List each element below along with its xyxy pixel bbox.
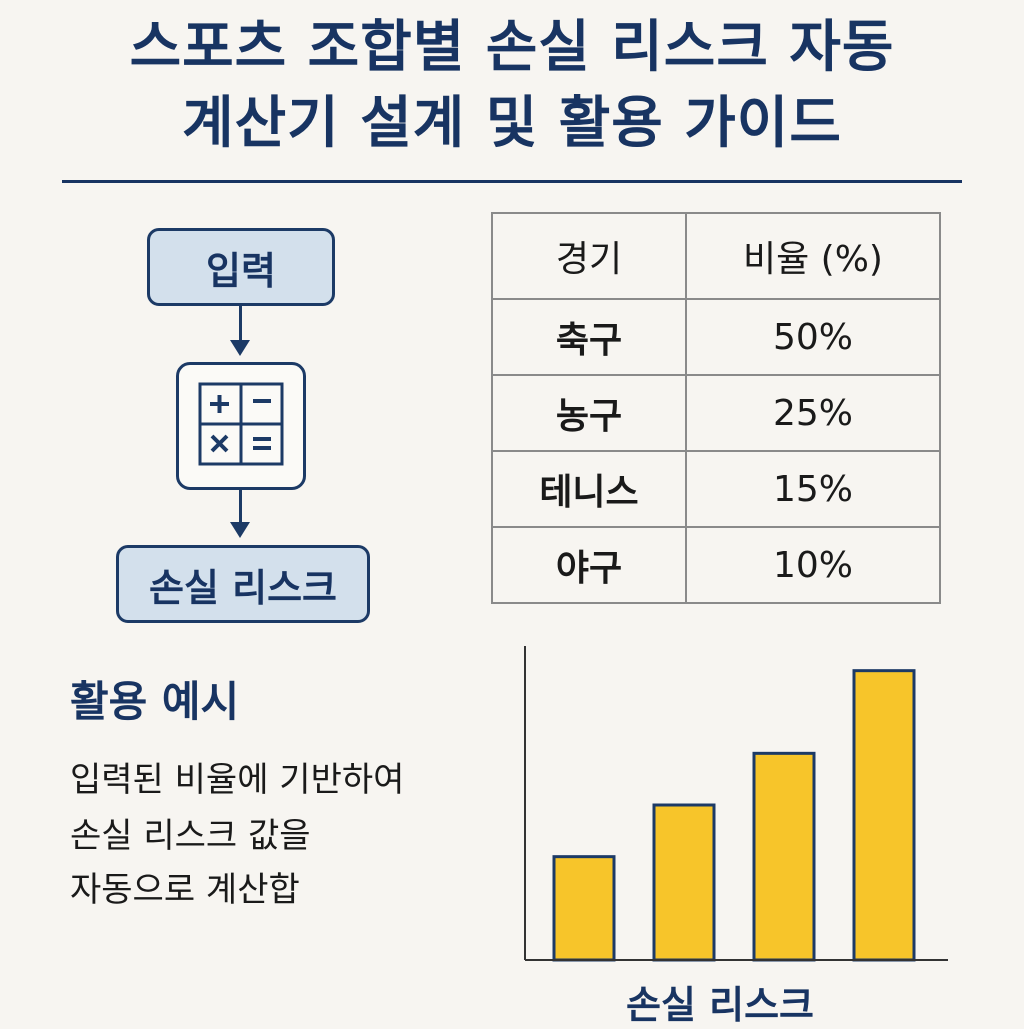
table-cell-ratio: 25% (685, 374, 941, 452)
table-row: 야구 10% (491, 526, 941, 604)
table-header-row: 경기 비율 (%) (491, 212, 941, 300)
chart-bar-1 (552, 855, 616, 962)
table-cell-ratio: 15% (685, 450, 941, 528)
table-row: 농구 25% (491, 374, 941, 452)
table-row: 테니스 15% (491, 450, 941, 528)
page-title-line-2: 계산기 설계 및 활용 가이드 (182, 91, 842, 156)
arrow-down-icon (230, 522, 250, 538)
chart-bar-2 (652, 803, 716, 962)
table-cell-ratio: 10% (685, 526, 941, 604)
sport-ratio-table: 경기 비율 (%) 축구 50% 농구 25% 테니스 15% 야구 10% (491, 212, 941, 604)
example-text-line: 자동으로 계산합 (70, 870, 300, 910)
chart-bar-4 (852, 669, 916, 962)
chart-x-axis-label: 손실 리스크 (625, 983, 815, 1027)
flow-output-box: 손실 리스크 (116, 545, 370, 623)
flow-arrow-2 (239, 490, 242, 526)
chart-bars (552, 669, 916, 962)
risk-bar-chart (524, 646, 948, 962)
table-header-ratio: 비율 (%) (685, 212, 941, 300)
flow-input-box: 입력 (147, 228, 335, 306)
title-divider (62, 180, 962, 183)
example-heading: 활용 예시 (70, 677, 240, 726)
table-header-game: 경기 (491, 212, 687, 300)
table-cell-game: 축구 (491, 298, 687, 376)
table-cell-ratio: 50% (685, 298, 941, 376)
calculator-icon (176, 362, 306, 490)
calculator-icon-graphic (198, 382, 284, 466)
example-text-line: 입력된 비율에 기반하여 (70, 760, 405, 800)
arrow-down-icon (230, 340, 250, 356)
example-text-line: 손실 리스크 값을 (70, 816, 311, 856)
page-title-line-1: 스포츠 조합별 손실 리스크 자동 (129, 15, 895, 80)
chart-bar-3 (752, 751, 816, 962)
table-row: 축구 50% (491, 298, 941, 376)
table-cell-game: 야구 (491, 526, 687, 604)
table-cell-game: 테니스 (491, 450, 687, 528)
flow-arrow-1 (239, 306, 242, 344)
table-cell-game: 농구 (491, 374, 687, 452)
